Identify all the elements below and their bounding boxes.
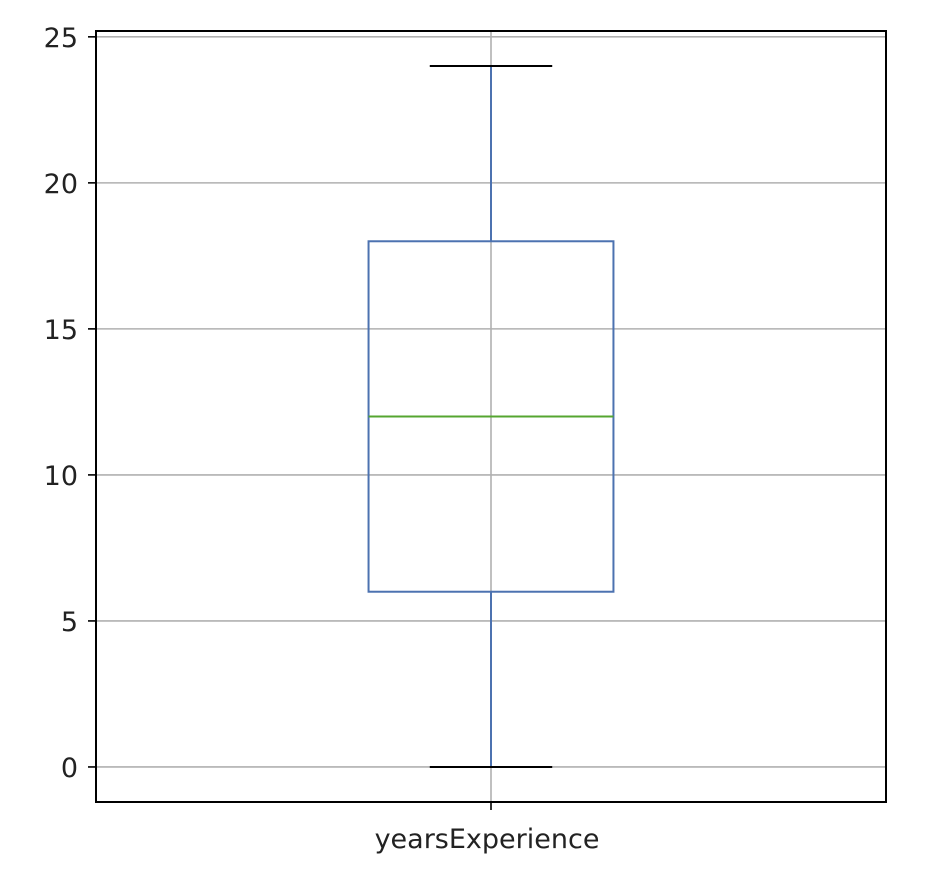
y-tick-label: 25: [44, 23, 78, 54]
y-tick-label: 15: [44, 315, 78, 346]
x-tick-label: yearsExperience: [375, 824, 600, 855]
box-plot-marks: [367, 65, 615, 768]
y-tick-label: 20: [44, 169, 78, 200]
x-axis-ticks: yearsExperience: [375, 802, 600, 855]
y-tick-label: 0: [61, 753, 78, 784]
y-axis-ticks: 0 5 10 15 20 25: [44, 23, 96, 784]
plot-frame: [95, 30, 887, 803]
y-tick-label: 5: [61, 607, 78, 638]
y-tick-label: 10: [44, 461, 78, 492]
